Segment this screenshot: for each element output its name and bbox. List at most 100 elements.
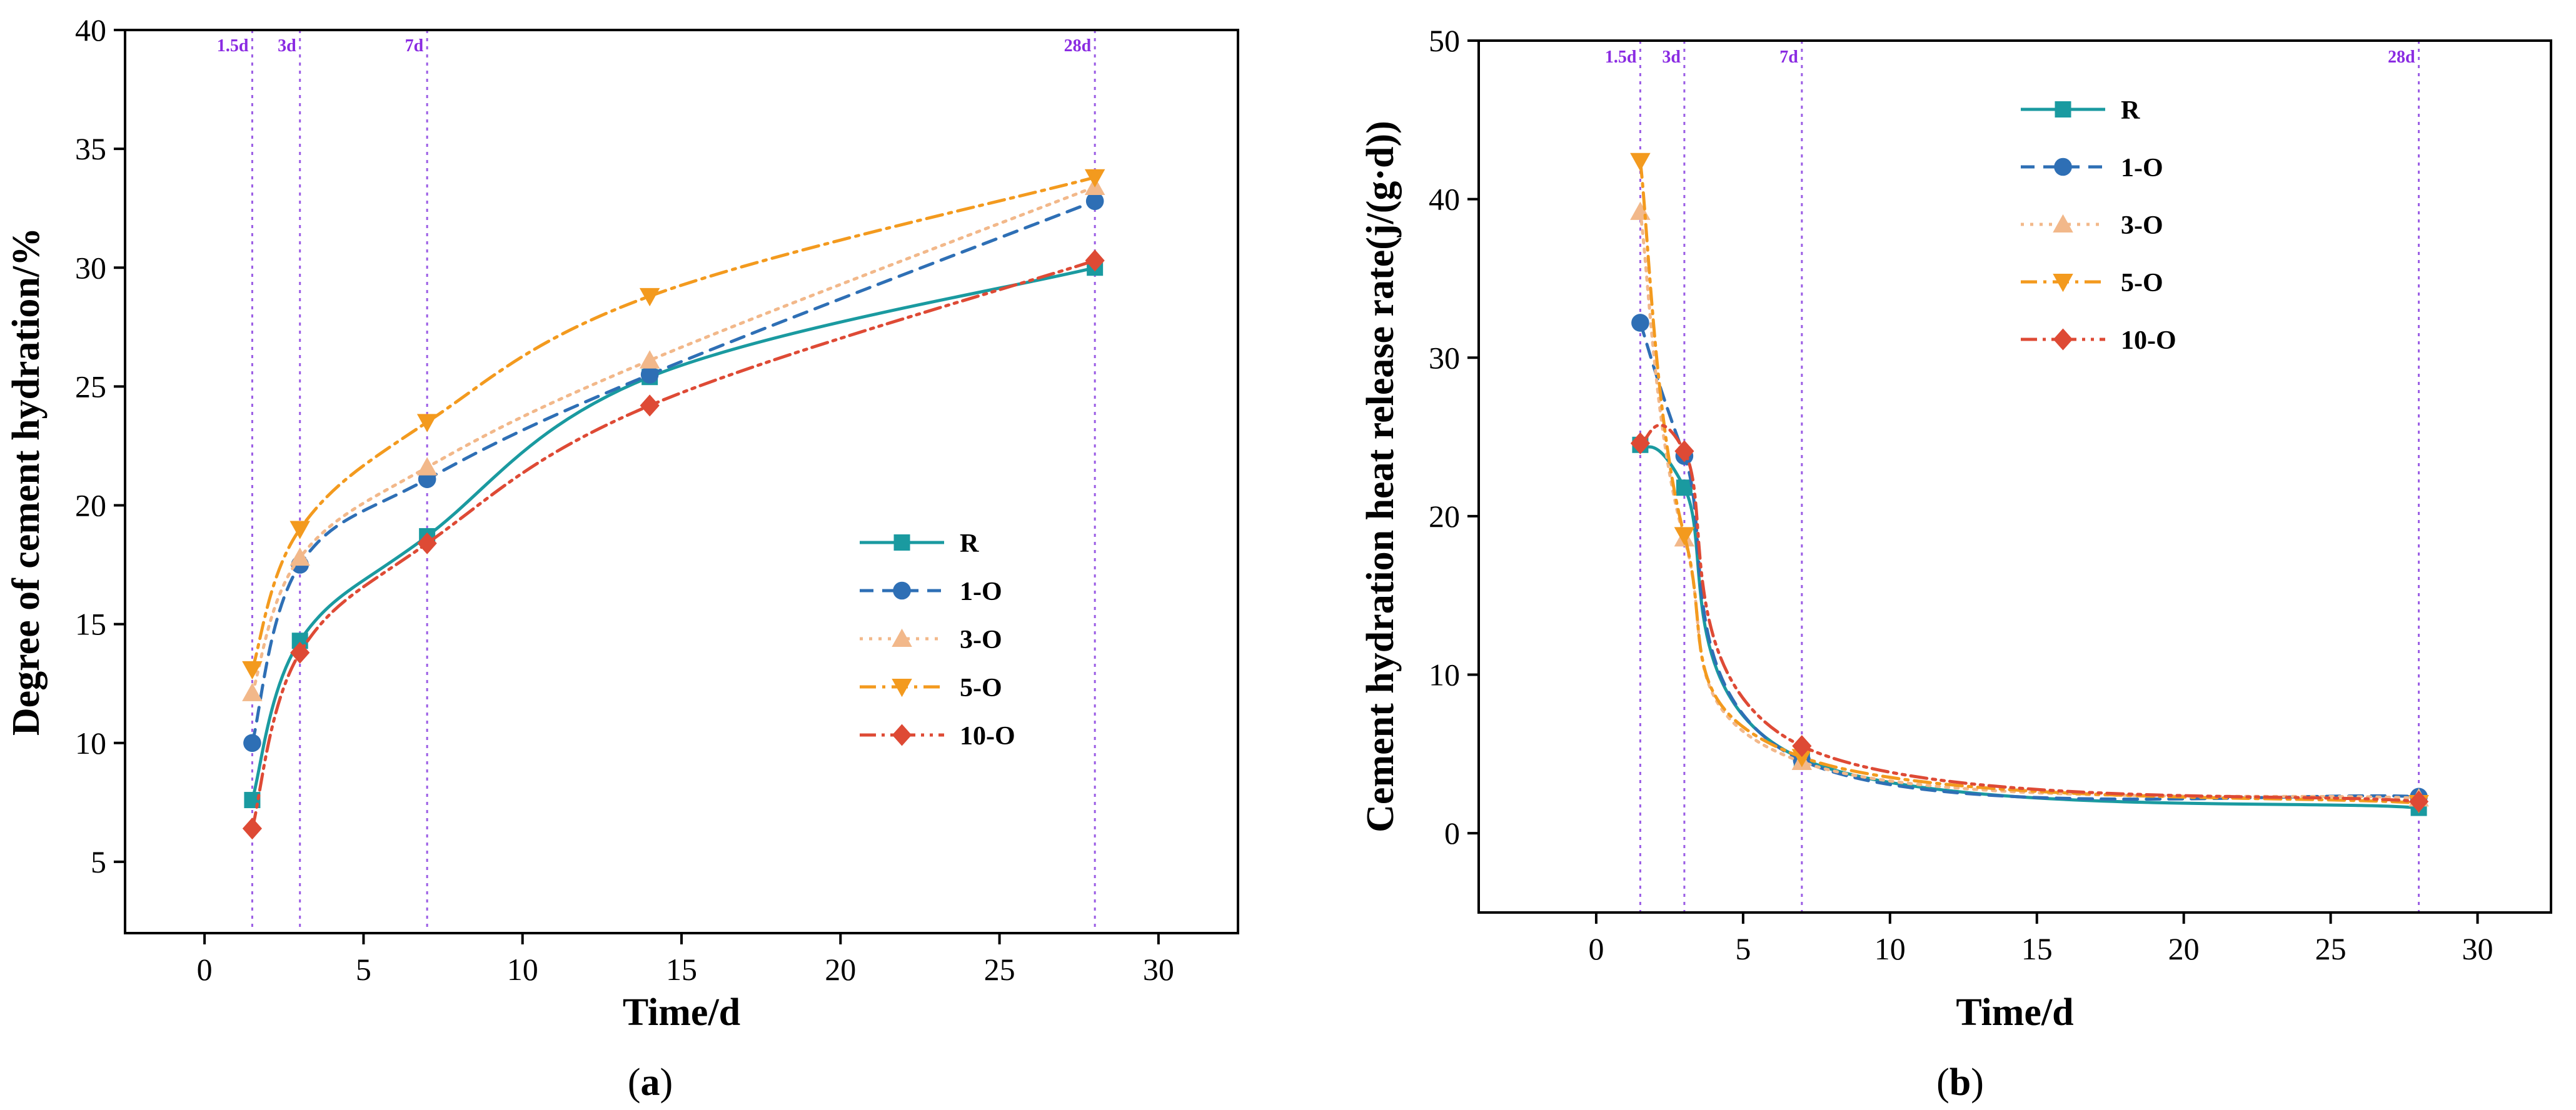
panel-b-x-tick-label: 20 <box>2168 931 2200 966</box>
panel-b-plot-frame <box>1477 39 2552 914</box>
panel-b-legend-label-3-O: 3-O <box>2121 211 2163 240</box>
panel-b-y-tick-label: 0 <box>1444 816 1460 851</box>
panel-b-legend: R 1-O 3-O 5-O 10-O <box>2021 96 2176 355</box>
panel-a-y-tick-label: 5 <box>91 844 106 879</box>
panel-a-point-3-O-7 <box>416 457 438 476</box>
panel-a-legend: R 1-O 3-O 5-O 10-O <box>860 529 1015 751</box>
panel-b-point-10-O-7 <box>1792 735 1812 758</box>
panel-a-legend-label-10-O: 10-O <box>960 722 1015 751</box>
panel-a-x-tick-label: 20 <box>825 952 856 987</box>
panel-a-point-10-O-1.5 <box>242 818 263 840</box>
panel-b-y-tick-label: 30 <box>1429 340 1460 375</box>
panel-b-legend-label-1-O: 1-O <box>2121 154 2163 182</box>
panel-a-point-1-O-1.5 <box>243 734 261 752</box>
panel-a-x-axis-title: Time/d <box>623 991 740 1034</box>
panel-b-point-10-O-28 <box>2408 790 2429 813</box>
panel-a-point-10-O-28 <box>1085 249 1105 272</box>
panel-a-point-3-O-14 <box>639 350 660 369</box>
panel-b-legend-marker-1-O <box>2054 158 2072 176</box>
panel-b-y-tick-label: 10 <box>1429 658 1460 692</box>
panel-a-x-tick-label: 25 <box>984 952 1015 987</box>
panel-a-point-10-O-7 <box>417 532 437 554</box>
panel-a-point-10-O-3 <box>290 641 310 664</box>
panel-b-series-line-10-O <box>1638 423 2421 803</box>
panel-a-point-3-O-3 <box>289 547 310 566</box>
panel-a-point-5-O-1.5 <box>242 661 263 680</box>
panel-b-legend-marker-3-O <box>2053 214 2073 232</box>
panel-a-x-tick-label: 0 <box>197 952 213 987</box>
panel-b-x-tick-label: 5 <box>1735 931 1751 966</box>
panel-a-x-tick-label: 30 <box>1143 952 1174 987</box>
panel-b-x-tick-label: 25 <box>2315 931 2347 966</box>
panel-a-ref-label-7d: 7d <box>405 36 424 56</box>
panel-a-point-3-O-1.5 <box>242 682 263 701</box>
panel-b-ref-label-3d: 3d <box>1662 48 1681 67</box>
panel-a-legend-marker-10-O <box>892 724 912 746</box>
panel-a-point-5-O-7 <box>416 414 438 432</box>
panel-a-y-tick-label: 25 <box>75 369 106 404</box>
panel-a-point-5-O-28 <box>1084 169 1105 188</box>
panel-b-ref-label-7d: 7d <box>1779 48 1798 67</box>
panel-a-legend-marker-1-O <box>893 581 911 600</box>
panel-a-x-tick-label: 5 <box>356 952 371 987</box>
panel-a-point-1-O-14 <box>640 366 659 384</box>
panel-b-point-5-O-1.5 <box>1630 152 1651 172</box>
panel-b-y-tick-label: 40 <box>1429 182 1460 217</box>
panel-b-legend-marker-10-O <box>2053 328 2073 351</box>
panel-a-legend-label-1-O: 1-O <box>960 578 1002 606</box>
panel-b-point-5-O-7 <box>1791 749 1813 768</box>
panel-a-legend-marker-5-O <box>892 679 912 698</box>
panel-a-ref-label-3d: 3d <box>278 36 296 56</box>
panel-b-x-axis-title: Time/d <box>1956 991 2073 1034</box>
panel-a: 1.5d 3d 7d 28d 0 5 10 15 20 25 30 5 10 15 20 25 30 35 40… <box>5 12 1239 1104</box>
panel-b-ref-label-28d: 28d <box>2388 48 2415 67</box>
panel-a-y-axis-title: Degree of cement hydration/% <box>5 228 48 736</box>
panel-a-series-line-5-O <box>250 176 1097 671</box>
panel-a-series-line-3-O <box>250 185 1097 695</box>
panel-a-x-tick-label: 10 <box>507 952 538 987</box>
panel-a-y-tick-label: 30 <box>75 250 106 285</box>
panel-a-legend-label-5-O: 5-O <box>960 674 1002 702</box>
panel-b-point-5-O-3 <box>1674 527 1695 546</box>
panel-a-point-1-O-28 <box>1085 192 1104 211</box>
panel-a-ref-label-1.5d: 1.5d <box>217 36 249 56</box>
panel-a-x-tick-label: 15 <box>666 952 697 987</box>
panel-b-x-tick-label: 30 <box>2462 931 2493 966</box>
panel-b-series-line-5-O <box>1638 159 2421 805</box>
panel-b-x-tick-label: 10 <box>1874 931 1906 966</box>
panel-a-y-tick-label: 10 <box>75 726 106 761</box>
panel-a-series-line-10-O <box>250 259 1097 831</box>
panel-b-legend-label-R: R <box>2121 96 2140 125</box>
panel-b-y-axis-title: Cement hydration heat release rate(j/(g·… <box>1359 121 1402 832</box>
panel-a-y-tick-label: 15 <box>75 607 106 642</box>
panel-a-point-5-O-3 <box>289 521 310 539</box>
panel-b-point-10-O-1.5 <box>1630 432 1651 454</box>
panel-b-point-1-O-1.5 <box>1631 314 1649 332</box>
panel-b-x-tick-label: 0 <box>1588 931 1604 966</box>
panel-a-series-line-1-O <box>250 199 1097 745</box>
panel-b-legend-label-10-O: 10-O <box>2121 326 2176 355</box>
panel-a-legend-label-3-O: 3-O <box>960 626 1002 654</box>
panel-a-label: (a) <box>628 1061 673 1104</box>
panel-a-point-10-O-14 <box>640 394 660 417</box>
panel-a-y-tick-label: 35 <box>75 131 106 166</box>
panel-b-x-tick-label: 15 <box>2021 931 2053 966</box>
panel-b-legend-marker-5-O <box>2053 274 2073 292</box>
panel-b-ref-label-1.5d: 1.5d <box>1605 48 1637 67</box>
panel-a-y-tick-label: 40 <box>75 12 106 48</box>
panel-a-legend-label-R: R <box>960 529 979 558</box>
panel-b: 1.5d 3d 7d 28d 0 5 10 15 20 25 30 0 10 20 30 40 50 Tim… <box>1359 23 2552 1104</box>
panel-b-y-tick-label: 20 <box>1429 499 1460 534</box>
panel-a-ref-label-28d: 28d <box>1064 36 1092 56</box>
panel-b-legend-label-5-O: 5-O <box>2121 269 2163 298</box>
panel-a-point-5-O-14 <box>639 288 660 307</box>
panel-a-y-tick-label: 20 <box>75 488 106 523</box>
panel-a-series-line-R <box>250 266 1097 802</box>
panel-b-legend-marker-R <box>2055 101 2071 118</box>
panel-b-y-tick-label: 50 <box>1429 23 1460 58</box>
panel-a-legend-marker-3-O <box>892 628 912 647</box>
panel-a-legend-marker-R <box>893 534 910 551</box>
panel-b-point-10-O-3 <box>1674 440 1694 462</box>
panel-b-label: (b) <box>1936 1061 1984 1104</box>
